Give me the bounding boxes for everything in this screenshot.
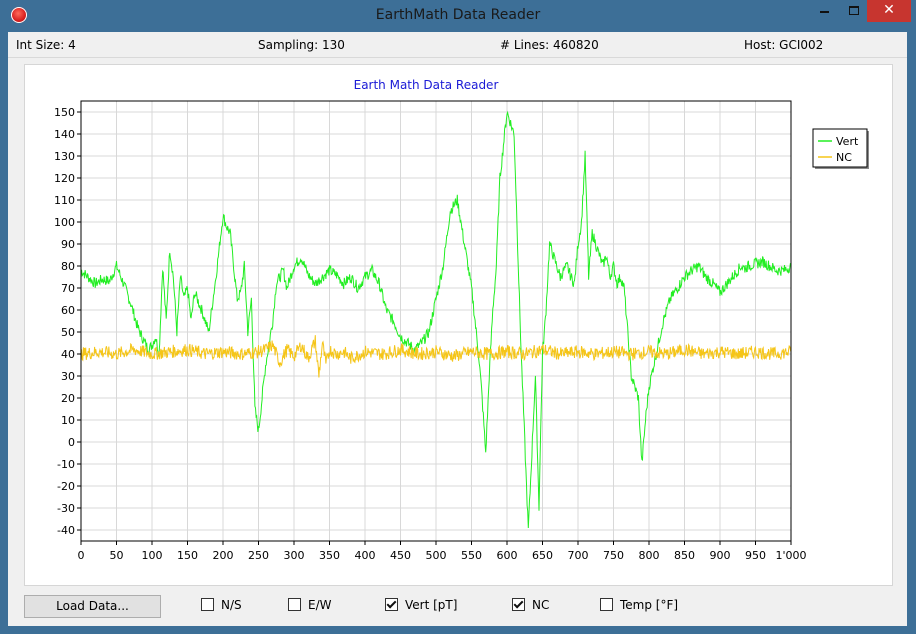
- close-icon: ✕: [883, 2, 895, 18]
- chart-panel: Earth Math Data Reader 0 50 100 150 200 250 300…: [24, 64, 893, 586]
- x-tick-label: 600: [497, 549, 518, 562]
- x-tick-label: 900: [710, 549, 731, 562]
- bottom-toolbar: Load Data... N/S E/W Vert [pT] NC Temp […: [8, 592, 907, 626]
- x-tick-label: 700: [568, 549, 589, 562]
- x-tick-label: 550: [461, 549, 482, 562]
- int-size-label: Int Size: 4: [16, 38, 76, 52]
- checkbox-label: NC: [532, 598, 550, 612]
- checkbox-vert[interactable]: Vert [pT]: [385, 598, 457, 612]
- minimize-button[interactable]: [806, 0, 840, 22]
- checkbox-label: N/S: [221, 598, 242, 612]
- x-tick-label: 0: [78, 549, 85, 562]
- series-line-vert: [81, 110, 791, 529]
- title-bar[interactable]: EarthMath Data Reader ✕: [0, 0, 916, 32]
- y-tick-label: 110: [54, 194, 75, 207]
- y-tick-label: 100: [54, 216, 75, 229]
- x-tick-label: 1'000: [775, 549, 806, 562]
- checkbox-box[interactable]: [600, 598, 613, 611]
- checkbox-nc[interactable]: NC: [512, 598, 549, 612]
- x-tick-label: 350: [319, 549, 340, 562]
- checkbox-label: Vert [pT]: [405, 598, 458, 612]
- x-tick-label: 850: [674, 549, 695, 562]
- y-tick-label: 120: [54, 172, 75, 185]
- legend-label: Vert: [836, 135, 859, 148]
- maximize-button[interactable]: [840, 0, 866, 22]
- series-line-nc: [81, 335, 791, 378]
- host-label: Host: GCI002: [744, 38, 824, 52]
- x-tick-label: 300: [284, 549, 305, 562]
- y-tick-label: -30: [57, 502, 75, 515]
- y-tick-label: 40: [61, 348, 75, 361]
- x-tick-label: 100: [142, 549, 163, 562]
- y-tick-label: 130: [54, 150, 75, 163]
- checkbox-box[interactable]: [201, 598, 214, 611]
- sampling-label: Sampling: 130: [258, 38, 345, 52]
- checkbox-box[interactable]: [288, 598, 301, 611]
- load-data-button[interactable]: Load Data...: [24, 595, 161, 618]
- y-tick-label: -20: [57, 480, 75, 493]
- app-icon[interactable]: [11, 7, 27, 23]
- x-tick-label: 500: [426, 549, 447, 562]
- client-area: Int Size: 4 Sampling: 130 # Lines: 46082…: [8, 32, 907, 626]
- y-tick-label: 20: [61, 392, 75, 405]
- legend: [812, 128, 868, 168]
- maximize-icon: [849, 6, 859, 15]
- checkbox-ns[interactable]: N/S: [201, 598, 242, 612]
- checkbox-box[interactable]: [512, 598, 525, 611]
- x-tick-label: 400: [355, 549, 376, 562]
- x-tick-label: 150: [177, 549, 198, 562]
- checkbox-ew[interactable]: E/W: [288, 598, 332, 612]
- x-tick-label: 200: [213, 549, 234, 562]
- y-tick-label: -40: [57, 524, 75, 537]
- x-tick-label: 750: [603, 549, 624, 562]
- checkbox-box[interactable]: [385, 598, 398, 611]
- x-tick-label: 450: [390, 549, 411, 562]
- window-title: EarthMath Data Reader: [375, 7, 541, 23]
- y-tick-label: 10: [61, 414, 75, 427]
- close-button[interactable]: ✕: [867, 0, 911, 22]
- chart-title: Earth Math Data Reader: [354, 78, 499, 92]
- minimize-icon: [820, 11, 829, 13]
- lines-label: # Lines: 460820: [500, 38, 599, 52]
- x-tick-label: 950: [745, 549, 766, 562]
- x-tick-label: 800: [639, 549, 660, 562]
- y-tick-label: 50: [61, 326, 75, 339]
- x-tick-label: 50: [110, 549, 124, 562]
- y-tick-label: 30: [61, 370, 75, 383]
- x-tick-label: 250: [248, 549, 269, 562]
- checkbox-label: E/W: [308, 598, 332, 612]
- checkbox-label: Temp [°F]: [620, 598, 679, 612]
- y-tick-label: 0: [68, 436, 75, 449]
- status-bar: Int Size: 4 Sampling: 130 # Lines: 46082…: [8, 32, 907, 58]
- y-tick-label: -10: [57, 458, 75, 471]
- x-tick-label: 650: [532, 549, 553, 562]
- y-tick-label: 90: [61, 238, 75, 251]
- y-tick-label: 80: [61, 260, 75, 273]
- y-tick-label: 140: [54, 128, 75, 141]
- y-tick-label: 70: [61, 282, 75, 295]
- y-tick-label: 60: [61, 304, 75, 317]
- legend-label: NC: [836, 151, 852, 164]
- y-tick-label: 150: [54, 106, 75, 119]
- checkbox-temp[interactable]: Temp [°F]: [600, 598, 678, 612]
